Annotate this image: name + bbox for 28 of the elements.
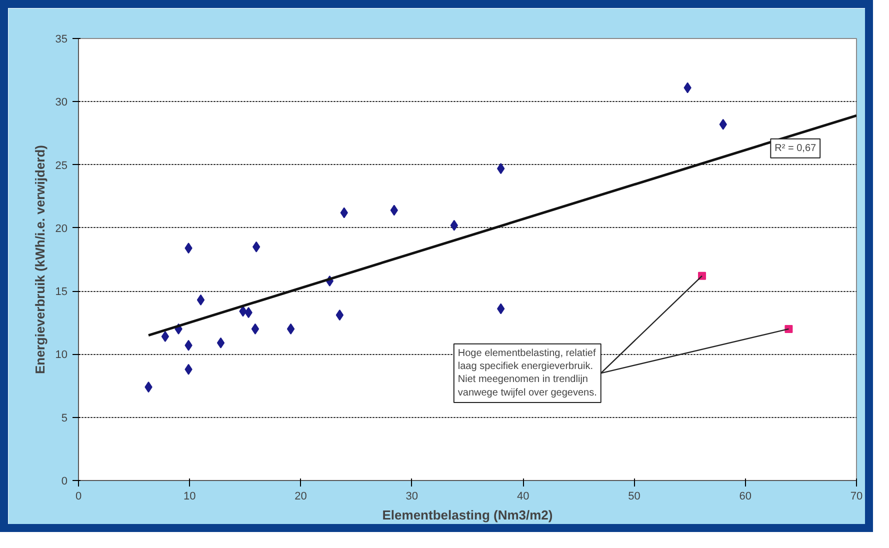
- point: [161, 331, 170, 342]
- y-tick-label: 25: [55, 160, 68, 172]
- y-tick-label: 10: [55, 349, 68, 362]
- x-tick-label: 20: [294, 490, 307, 502]
- x-tick-label: 60: [739, 490, 752, 502]
- y-tick-label: 5: [61, 412, 68, 424]
- annotation: Hoge elementbelasting, relatief laag specifiek energieverbruik. Niet meegenomen in trendlijn vanwege twijfel over gegevens.: [458, 348, 597, 398]
- point: [336, 310, 344, 321]
- point: [196, 294, 205, 306]
- x-tick-label: 0: [75, 490, 82, 502]
- x-tick-label: 30: [406, 490, 418, 502]
- point: [251, 323, 260, 334]
- point: [216, 337, 225, 348]
- point: [252, 241, 260, 252]
- x-axis-title: Elementbelasting (Nm3/m2): [382, 508, 553, 522]
- annotation: R² = 0,67: [774, 142, 817, 154]
- point: [784, 324, 793, 333]
- y-tick-label: 20: [55, 222, 68, 235]
- x-tick-label: 10: [184, 490, 196, 502]
- y-axis-title: Energieverbruik (kWh/i.e. verwijderd): [32, 144, 48, 374]
- x-tick-label: 70: [850, 490, 863, 502]
- y-tick-label: 30: [55, 96, 68, 109]
- point: [286, 323, 295, 334]
- x-tick-label: 50: [628, 490, 640, 502]
- y-tick-label: 35: [55, 34, 68, 46]
- y-tick-label: 15: [55, 286, 68, 298]
- x-tick-label: 40: [516, 490, 530, 502]
- y-tick-label: 0: [61, 476, 68, 488]
